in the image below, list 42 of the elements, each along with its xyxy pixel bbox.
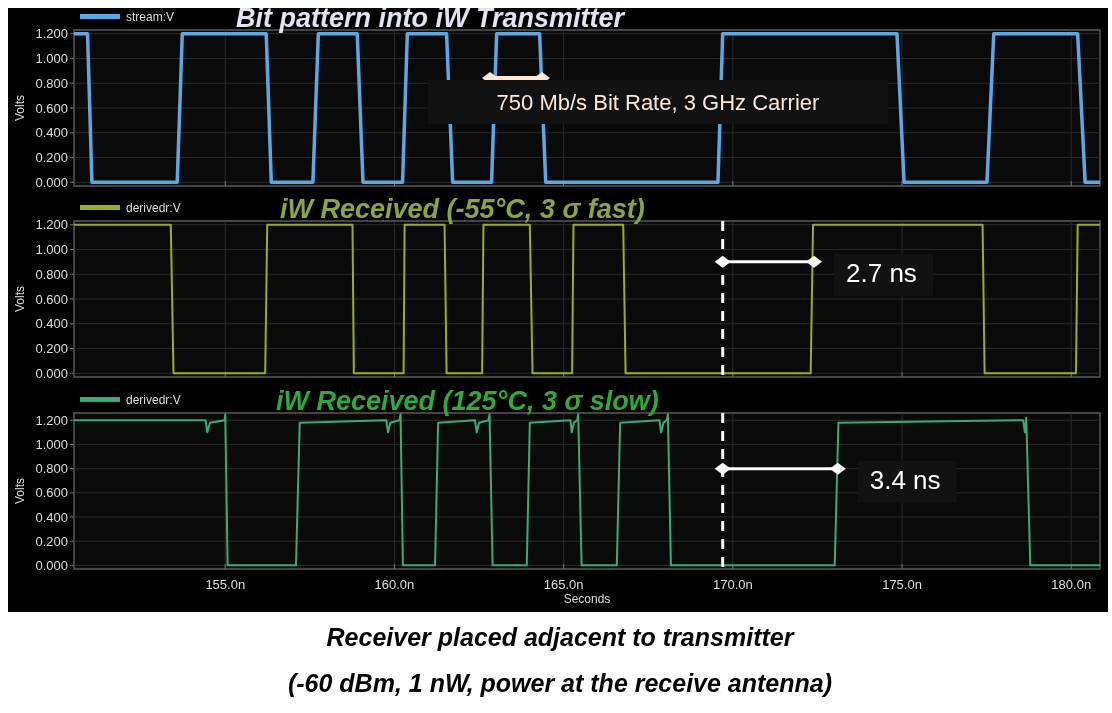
x-tick-label: 165.0n: [543, 577, 584, 592]
y-tick-label: 1.200: [35, 217, 68, 233]
x-axis-title: Seconds: [563, 592, 611, 606]
text: Receiver placed adjacent to transmitter: [326, 623, 795, 651]
y-tick-label: 0.200: [35, 533, 68, 549]
y-axis-title: Volts: [13, 94, 27, 122]
y-tick-label: 0.600: [35, 100, 68, 116]
y-tick-label: 0.600: [35, 291, 68, 307]
y-tick-label: 0.200: [35, 341, 68, 357]
y-tick-label: 1.000: [35, 242, 68, 258]
y-axis-title: Volts: [13, 477, 27, 505]
y-tick-label: 0.400: [35, 316, 68, 332]
y-axis-title: Volts: [13, 285, 27, 313]
y-tick-label: 1.200: [35, 26, 68, 42]
x-tick-label: 180.0n: [1051, 577, 1092, 592]
y-tick-label: 0.600: [35, 485, 68, 501]
x-tick-label: 175.0n: [882, 577, 922, 592]
y-tick-label: 0.400: [35, 509, 68, 525]
x-tick-label: 160.0n: [374, 577, 415, 592]
x-tick-label: 155.0n: [205, 577, 246, 592]
y-tick-label: 0.800: [35, 461, 68, 477]
text: (-60 dBm, 1 nW, power at the receive antenna): [287, 669, 833, 697]
y-tick-label: 0.400: [35, 125, 68, 141]
legend-label: stream:V: [126, 10, 175, 24]
y-tick-label: 0.000: [35, 557, 68, 573]
y-tick-label: 1.000: [35, 51, 68, 67]
y-tick-label: 1.000: [35, 436, 68, 452]
y-tick-label: 0.800: [35, 75, 68, 91]
y-tick-label: 0.200: [35, 150, 68, 166]
x-tick-label: 170.0n: [712, 577, 753, 592]
y-tick-label: 0.000: [35, 174, 68, 190]
annotation: 2.7 ns: [846, 257, 917, 288]
y-tick-label: 0.000: [35, 365, 68, 381]
chart-title: iW Received (125°C, 3 σ slow): [276, 386, 659, 416]
chart-title: Bit pattern into iW Transmitter: [236, 3, 626, 33]
legend-label: derivedr:V: [126, 393, 181, 407]
annotation: 3.4 ns: [869, 464, 941, 495]
chart-title: iW Received (-55°C, 3 σ fast): [280, 194, 645, 224]
annotation: 750 Mb/s Bit Rate, 3 GHz Carrier: [496, 90, 820, 115]
y-tick-label: 0.800: [35, 266, 68, 282]
legend-label: derivedr:V: [126, 201, 181, 215]
y-tick-label: 1.200: [35, 412, 68, 428]
